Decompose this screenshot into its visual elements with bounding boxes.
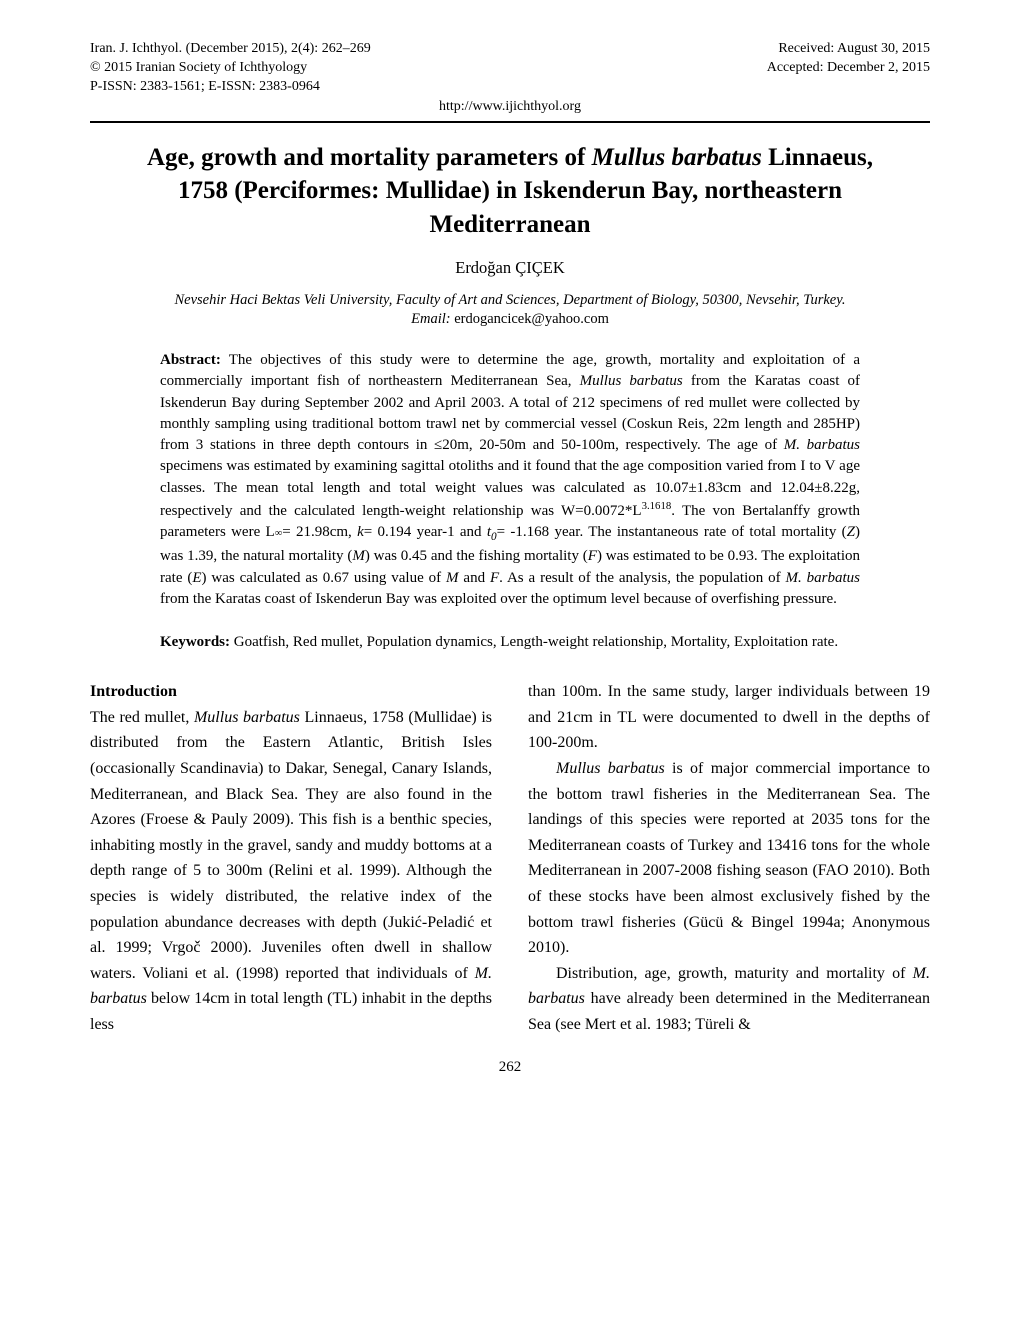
abstract-species-2: M. barbatus — [784, 437, 860, 453]
header-rule — [90, 121, 930, 123]
header-url: http://www.ijichthyol.org — [90, 99, 930, 115]
author-name: Erdoğan ÇIÇEK — [90, 258, 930, 278]
accepted-line: Accepted: December 2, 2015 — [552, 59, 930, 78]
abstract-Z: Z — [847, 524, 855, 540]
issn-line: P-ISSN: 2383-1561; E-ISSN: 2383-0964 — [90, 78, 468, 97]
abstract: Abstract: The objectives of this study w… — [160, 350, 860, 610]
abstract-text-1m: . As a result of the analysis, the popul… — [499, 570, 785, 586]
header-right: Received: August 30, 2015 Accepted: Dece… — [552, 40, 930, 97]
keywords: Keywords: Goatfish, Red mullet, Populati… — [160, 632, 860, 653]
intro-right-p2: Mullus barbatus is of major commercial i… — [528, 756, 930, 961]
abstract-F2: F — [490, 570, 499, 586]
intro-left-b: Linnaeus, 1758 (Mullidae) is distributed… — [90, 709, 492, 982]
intro-left-a: The red mullet, — [90, 709, 194, 726]
abstract-text-1g: = -1.168 year. The instantaneous rate of… — [497, 524, 847, 540]
left-column: Introduction The red mullet, Mullus barb… — [90, 679, 492, 1037]
abstract-text-1l: and — [459, 570, 490, 586]
header-left: Iran. J. Ichthyol. (December 2015), 2(4)… — [90, 40, 468, 97]
abstract-text-1k: ) was calculated as 0.67 using value of — [202, 570, 446, 586]
right-column: than 100m. In the same study, larger ind… — [528, 679, 930, 1037]
abstract-heading: Abstract: — [160, 352, 221, 368]
introduction-heading: Introduction — [90, 679, 492, 705]
intro-right-b: is of major commercial importance to the… — [528, 760, 930, 956]
abstract-species-3: M. barbatus — [786, 570, 860, 586]
page-number: 262 — [90, 1059, 930, 1076]
abstract-text-1i: ) was 0.45 and the fishing mortality ( — [365, 548, 588, 564]
intro-right-d: have already been determined in the Medi… — [528, 990, 930, 1033]
abstract-F: F — [588, 548, 597, 564]
abstract-k: k — [357, 524, 364, 540]
intro-right-p1: than 100m. In the same study, larger ind… — [528, 679, 930, 756]
header-row: Iran. J. Ichthyol. (December 2015), 2(4)… — [90, 40, 930, 97]
intro-left-c: below 14cm in total length (TL) inhabit … — [90, 990, 492, 1033]
abstract-exponent: 3.1618 — [642, 500, 672, 512]
title-species: Mullus barbatus — [592, 144, 762, 171]
abstract-M2: M — [446, 570, 459, 586]
article-title: Age, growth and mortality parameters of … — [120, 141, 900, 242]
body-columns: Introduction The red mullet, Mullus barb… — [90, 679, 930, 1037]
affiliation: Nevsehir Haci Bektas Veli University, Fa… — [110, 292, 910, 309]
abstract-text-1n: from the Karatas coast of Iskenderun Bay… — [160, 591, 837, 607]
abstract-text-1f: = 0.194 year-1 and — [364, 524, 487, 540]
abstract-species-1: Mullus barbatus — [580, 373, 683, 389]
abstract-M: M — [352, 548, 365, 564]
intro-left-para: The red mullet, Mullus barbatus Linnaeus… — [90, 705, 492, 1038]
received-line: Received: August 30, 2015 — [552, 40, 930, 59]
abstract-E: E — [192, 570, 201, 586]
copyright-line: © 2015 Iranian Society of Ichthyology — [90, 59, 468, 78]
journal-line: Iran. J. Ichthyol. (December 2015), 2(4)… — [90, 40, 468, 59]
keywords-heading: Keywords: — [160, 634, 230, 650]
email-line: Email: erdogancicek@yahoo.com — [90, 311, 930, 328]
intro-right-sp1: Mullus barbatus — [556, 760, 665, 777]
email-address: erdogancicek@yahoo.com — [454, 311, 609, 327]
abstract-text-1e: = 21.98cm, — [282, 524, 357, 540]
email-label: Email: — [411, 311, 450, 327]
intro-right-p3: Distribution, age, growth, maturity and … — [528, 961, 930, 1038]
intro-left-sp1: Mullus barbatus — [194, 709, 300, 726]
title-pre: Age, growth and mortality parameters of — [147, 144, 592, 171]
keywords-text: Goatfish, Red mullet, Population dynamic… — [230, 634, 838, 650]
intro-right-c: Distribution, age, growth, maturity and … — [556, 965, 913, 982]
